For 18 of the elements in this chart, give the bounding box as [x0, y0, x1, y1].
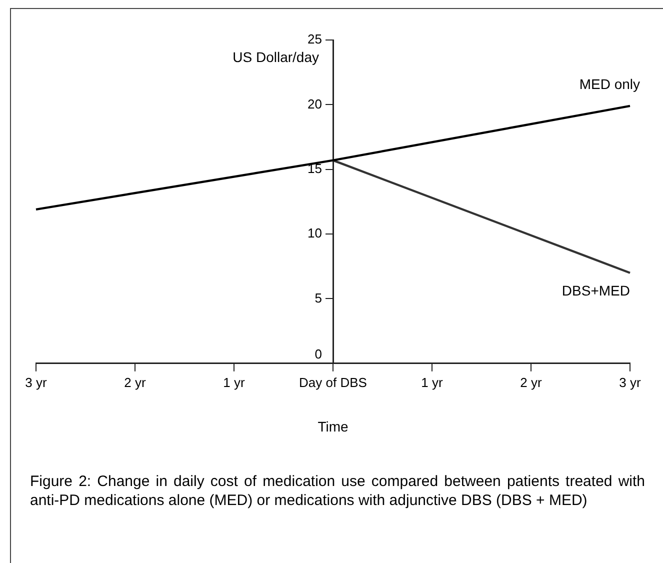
x-axis-title: Time	[318, 418, 349, 434]
y-tick-label: 15	[308, 160, 322, 176]
series-label: MED only	[579, 76, 640, 92]
x-tick-label: Day of DBS	[299, 374, 368, 390]
x-tick-label: 1 yr	[421, 374, 444, 390]
series-label: DBS+MED	[562, 282, 630, 299]
caption: Figure 2: Change in daily cost of medication use compared between patients treated with anti-PD medications alone (MED) or medications with adjunctive DBS (DBS + MED)	[30, 472, 645, 510]
x-tick-label: 3 yr	[619, 374, 642, 390]
y-tick-label: 20	[308, 96, 322, 112]
x-tick-label: 3 yr	[25, 374, 48, 390]
y-axis-title: US Dollar/day	[232, 48, 319, 65]
x-tick-label: 2 yr	[520, 374, 543, 390]
x-tick-label: 2 yr	[124, 374, 147, 390]
y-tick-label: 5	[314, 290, 322, 306]
y-tick-label: 0	[314, 346, 322, 362]
x-tick-label: 1 yr	[223, 374, 246, 390]
y-tick-label: 25	[308, 32, 322, 47]
y-tick-label: 10	[308, 226, 322, 241]
